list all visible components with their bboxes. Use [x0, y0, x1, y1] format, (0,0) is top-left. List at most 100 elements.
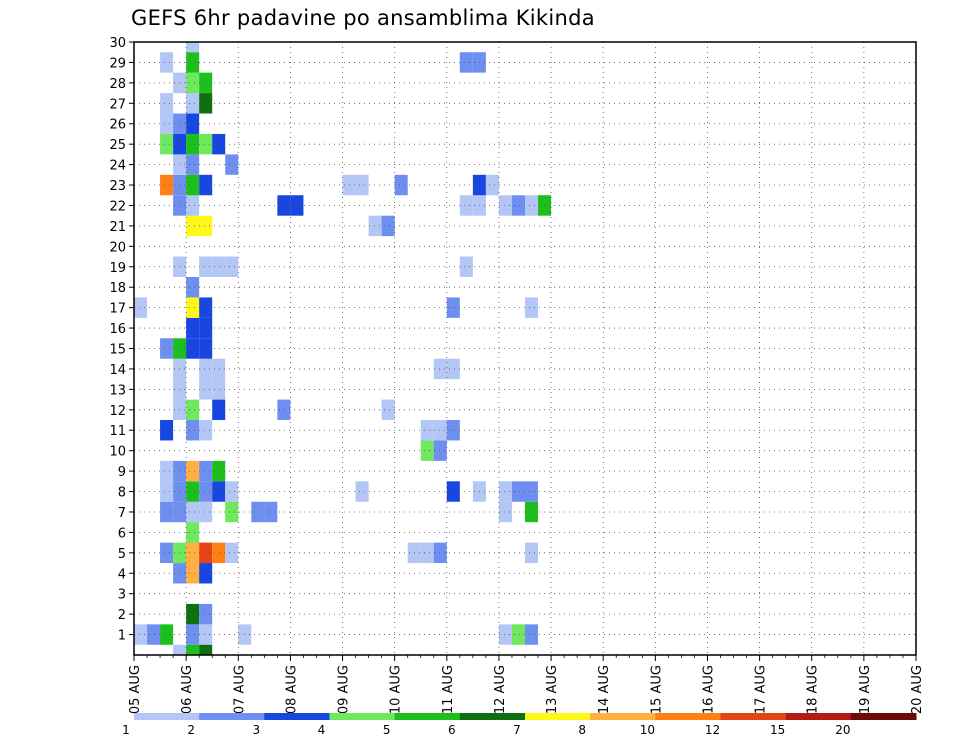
- colorbar-label: 3: [253, 723, 261, 737]
- y-tick-label: 19: [109, 261, 126, 276]
- heatmap-cell: [251, 501, 265, 523]
- y-tick-label: 10: [109, 445, 126, 460]
- heatmap-cell: [511, 624, 525, 645]
- heatmap-cell: [525, 624, 539, 645]
- colorbar-swatch: [459, 713, 526, 720]
- colorbar-swatch: [720, 713, 787, 720]
- y-tick-label: 30: [109, 36, 126, 51]
- heatmap-cell: [498, 624, 512, 645]
- colorbar-swatch: [134, 713, 200, 720]
- heatmap-cell: [160, 420, 174, 441]
- colorbar-label: 20: [835, 723, 850, 737]
- heatmap-cell: [199, 563, 213, 584]
- heatmap-cell: [186, 93, 200, 114]
- x-axis: 05 AUG 06 AUG 07 AUG 08 AUG 09 AUG 10 AUG 11 A…: [128, 655, 925, 714]
- heatmap-cell: [446, 481, 460, 502]
- y-tick-label: 8: [118, 486, 126, 501]
- y-tick-label: 24: [109, 159, 126, 174]
- y-tick-label: 6: [118, 526, 126, 541]
- heatmap-cell: [355, 481, 369, 502]
- colorbar-label: 7: [513, 723, 521, 737]
- y-tick-label: 26: [109, 118, 126, 133]
- heatmap-cell: [381, 399, 395, 421]
- heatmap-cell: [212, 133, 226, 155]
- y-tick-label: 4: [118, 567, 126, 582]
- heatmap-cell: [212, 399, 226, 421]
- heatmap-cell: [277, 195, 291, 216]
- heatmap-cell: [511, 195, 525, 216]
- heatmap-cell: [498, 195, 512, 216]
- colorbar-swatch: [590, 713, 656, 720]
- heatmap-cell: [212, 256, 226, 277]
- heatmap-cell: [186, 420, 200, 441]
- colorbar-swatch: [264, 713, 330, 720]
- heatmap-cell: [459, 256, 473, 277]
- heatmap-cell: [199, 501, 213, 523]
- y-tick-label: 17: [109, 302, 126, 317]
- heatmap-cell: [186, 113, 200, 134]
- heatmap-cell: [186, 501, 200, 523]
- colorbar-swatch: [329, 713, 396, 720]
- heatmap-cell: [186, 215, 200, 237]
- colorbar-label: 1: [122, 723, 130, 737]
- y-tick-label: 12: [109, 404, 126, 419]
- heatmap-cell: [199, 481, 213, 502]
- heatmap-cell: [212, 460, 226, 482]
- colorbar-label: 10: [640, 723, 655, 737]
- heatmap-cell: [160, 133, 174, 155]
- colorbar-swatch: [394, 713, 461, 720]
- x-tick-label: 12 AUG: [493, 665, 508, 714]
- heatmap-cell: [212, 358, 226, 380]
- heatmap-cell: [498, 501, 512, 523]
- heatmap-cell: [420, 542, 434, 564]
- heatmap-cell: [525, 501, 539, 523]
- heatmap-cell: [381, 215, 395, 237]
- y-tick-label: 2: [118, 608, 126, 623]
- heatmap-cell: [147, 624, 161, 645]
- colorbar-label: 12: [705, 723, 720, 737]
- heatmap-cell: [525, 195, 539, 216]
- y-tick-label: 16: [109, 322, 126, 337]
- colorbar-swatch: [199, 713, 265, 720]
- x-tick-label: 20 AUG: [910, 665, 925, 714]
- heatmap-cell: [277, 399, 291, 421]
- heatmap-cell: [160, 93, 174, 114]
- heatmap-cell: [160, 481, 174, 502]
- heatmap-cell: [160, 113, 174, 134]
- heatmap-cell: [160, 501, 174, 523]
- heatmap-cell: [290, 195, 304, 216]
- y-tick-label: 14: [109, 363, 126, 378]
- heatmap-cell: [160, 52, 174, 73]
- x-tick-label: 18 AUG: [806, 665, 821, 714]
- heatmap-cell: [199, 542, 213, 564]
- heatmap-cell: [186, 542, 200, 564]
- heatmap-cells: [134, 42, 552, 655]
- x-tick-label: 17 AUG: [754, 665, 769, 714]
- x-tick-label: 14 AUG: [597, 665, 612, 714]
- heatmap-cell: [420, 420, 434, 441]
- heatmap-cell: [199, 256, 213, 277]
- heatmap-cell: [446, 420, 460, 441]
- x-tick-label: 05 AUG: [128, 665, 143, 714]
- heatmap-cell: [186, 624, 200, 645]
- colorbar-label: 2: [187, 723, 195, 737]
- heatmap-cell: [186, 154, 200, 175]
- heatmap-cell: [498, 481, 512, 502]
- heatmap-cell: [199, 624, 213, 645]
- x-tick-label: 10 AUG: [389, 665, 404, 714]
- heatmap-cell: [186, 522, 200, 543]
- heatmap-cell: [225, 481, 239, 502]
- y-axis: 1234567891011121314151617181920212223242…: [109, 36, 134, 644]
- heatmap-cell: [433, 542, 447, 564]
- y-tick-label: 22: [109, 199, 126, 214]
- y-tick-label: 20: [109, 240, 126, 255]
- heatmap-cell: [199, 215, 213, 237]
- y-tick-label: 9: [118, 465, 126, 480]
- colorbar-swatch: [655, 713, 721, 720]
- heatmap-cell: [368, 215, 382, 237]
- heatmap-cell: [199, 174, 213, 196]
- x-tick-label: 07 AUG: [232, 665, 247, 714]
- y-tick-label: 23: [109, 179, 126, 194]
- heatmap-cell: [134, 624, 148, 645]
- heatmap-cell: [134, 297, 148, 318]
